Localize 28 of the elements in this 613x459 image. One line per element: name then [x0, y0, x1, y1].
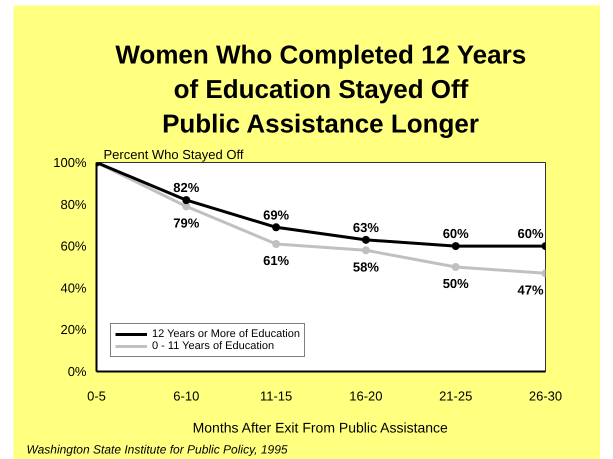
data-label: 60% [442, 226, 470, 242]
x-tick-label: 26-30 [528, 388, 562, 404]
y-tick-label: 20% [60, 322, 87, 338]
y-axis-title: Percent Who Stayed Off [104, 147, 244, 162]
y-tick-label: 40% [60, 280, 87, 296]
data-label: 50% [442, 276, 470, 291]
data-label: 47% [517, 282, 544, 298]
data-label: 61% [263, 253, 290, 268]
x-tick-label: 11-15 [260, 388, 292, 404]
data-label: 58% [352, 259, 380, 274]
x-tick-label: 0-5 [87, 388, 106, 404]
x-tick-label: 21-25 [439, 388, 472, 404]
data-label: 82% [173, 180, 200, 196]
data-label: 60% [517, 226, 544, 242]
text: Washington State Institute for Public Policy, 1995 [26, 442, 288, 456]
x-tick-label: 16-20 [349, 388, 383, 404]
y-tick-label: 0% [68, 364, 87, 379]
legend-label: 0 - 11 Years of Education [152, 340, 274, 352]
data-label: 63% [352, 220, 380, 235]
x-axis-title: Months After Exit From Public Assistance [192, 420, 448, 436]
legend-label: 12 Years or More of Education [152, 328, 300, 340]
x-tick-label: 6-10 [173, 388, 200, 404]
data-label: 79% [173, 215, 200, 230]
chart-title: Women Who Completed 12 Years of Education Stayed Off Public Assistance Longer [115, 40, 526, 138]
y-tick-label: 80% [60, 196, 87, 212]
y-tick-label: 100% [53, 155, 87, 170]
y-tick-label: 60% [60, 238, 87, 254]
data-label: 69% [263, 207, 290, 222]
